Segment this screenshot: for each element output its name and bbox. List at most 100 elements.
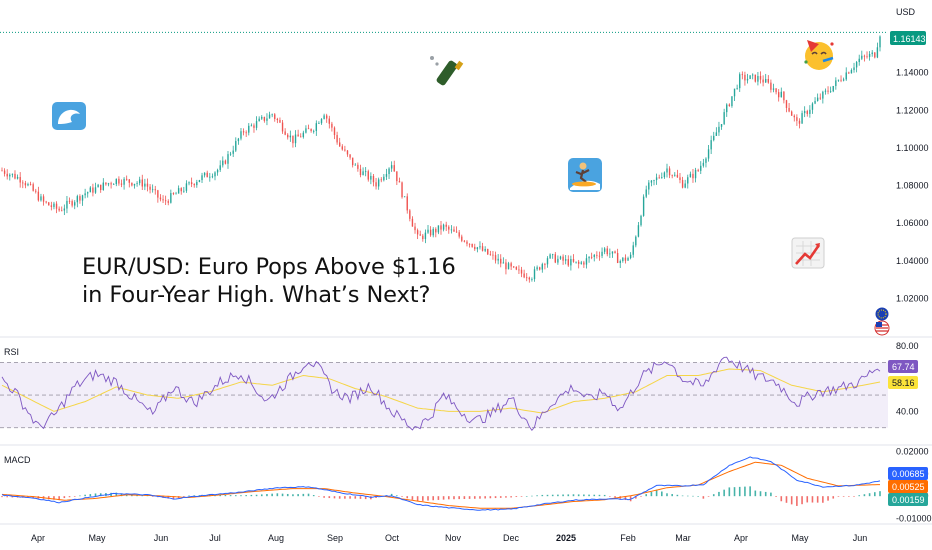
candle-up xyxy=(533,266,536,282)
candle-up xyxy=(222,156,224,168)
candle-body xyxy=(53,203,55,207)
party-face-icon xyxy=(804,40,834,70)
candle-down xyxy=(419,230,421,236)
candle-down xyxy=(1,167,3,172)
candle-body xyxy=(874,52,876,58)
candle-up xyxy=(715,127,718,136)
candle-up xyxy=(403,196,406,198)
macd-histogram-bar xyxy=(681,495,684,497)
candle-body xyxy=(219,165,221,170)
candle-up xyxy=(531,277,533,282)
candle-body xyxy=(635,236,637,246)
candle-down xyxy=(100,184,102,193)
candle-down xyxy=(29,181,32,186)
candle-down xyxy=(583,260,585,268)
macd-histogram-bar xyxy=(73,496,76,497)
candle-up xyxy=(450,225,453,234)
candle-body xyxy=(359,168,362,176)
candle-body xyxy=(694,169,697,179)
candle-body xyxy=(772,88,775,90)
candle-up xyxy=(557,255,559,265)
candle-down xyxy=(616,248,619,264)
candle-body xyxy=(61,210,63,212)
x-tick-label: 2025 xyxy=(556,533,576,543)
candle-body xyxy=(746,78,749,81)
candle-body xyxy=(780,91,782,98)
macd-histogram-bar xyxy=(848,496,850,497)
macd-histogram-bar xyxy=(640,496,642,497)
candle-body xyxy=(136,183,138,184)
candle-up xyxy=(739,72,741,92)
candle-down xyxy=(357,162,359,172)
candle-up xyxy=(502,257,505,264)
candle-body xyxy=(533,269,536,280)
candle-body xyxy=(661,177,663,178)
candle-down xyxy=(798,118,801,129)
candle-body xyxy=(666,168,668,173)
candle-up xyxy=(858,54,860,66)
candle-down xyxy=(754,74,757,83)
candle-body xyxy=(71,201,73,206)
candle-body xyxy=(190,182,193,185)
candle-body xyxy=(151,189,154,191)
candle-body xyxy=(749,75,751,79)
candle-body xyxy=(775,88,777,93)
candle-down xyxy=(744,71,746,86)
candle-up xyxy=(255,116,258,131)
candle-down xyxy=(458,229,460,239)
candle-body xyxy=(601,251,603,256)
candle-body xyxy=(674,174,676,176)
candle-up xyxy=(749,75,751,80)
x-tick-label: May xyxy=(88,533,106,543)
candle-body xyxy=(63,208,66,211)
candle-up xyxy=(689,171,692,178)
x-tick-label: Oct xyxy=(385,533,400,543)
candle-down xyxy=(489,250,492,256)
candle-down xyxy=(411,216,414,227)
macd-histogram-bar xyxy=(312,495,315,497)
candle-down xyxy=(767,75,770,84)
candle-down xyxy=(492,250,494,260)
macd-histogram-bar xyxy=(286,493,289,497)
candle-down xyxy=(406,193,408,214)
candle-up xyxy=(622,257,624,263)
candle-body xyxy=(266,118,268,121)
candle-up xyxy=(305,125,307,134)
candle-body xyxy=(351,157,354,166)
candle-body xyxy=(48,202,50,206)
candle-up xyxy=(94,182,97,194)
macd-histogram-bar xyxy=(827,496,829,501)
candle-down xyxy=(141,174,143,191)
candle-down xyxy=(164,195,167,205)
candle-down xyxy=(523,269,525,279)
macd-histogram-bar xyxy=(58,496,60,501)
candle-body xyxy=(718,126,720,133)
candle-up xyxy=(642,194,645,217)
candle-body xyxy=(198,180,201,182)
candle-body xyxy=(793,115,795,118)
macd-histogram-bar xyxy=(328,496,331,499)
candle-up xyxy=(588,256,590,263)
candle-body xyxy=(448,226,450,230)
macd-histogram-bar xyxy=(744,486,746,497)
candle-body xyxy=(271,114,273,116)
candle-body xyxy=(692,173,694,179)
candle-body xyxy=(222,160,224,166)
surfer-icon xyxy=(568,158,602,192)
candle-body xyxy=(201,175,203,181)
candle-body xyxy=(806,111,808,114)
candle-down xyxy=(577,259,580,269)
macd-histogram-bar xyxy=(1,496,3,498)
candle-up xyxy=(746,73,749,84)
candle-down xyxy=(105,182,107,186)
candle-down xyxy=(396,171,398,186)
candle-down xyxy=(520,266,523,278)
macd-histogram-bar xyxy=(484,496,486,499)
macd-histogram-bar xyxy=(609,496,611,497)
candle-body xyxy=(505,262,507,270)
candle-up xyxy=(829,86,832,93)
candle-body xyxy=(840,79,842,81)
macd-histogram-bar xyxy=(255,494,258,497)
candle-body xyxy=(375,182,377,187)
candle-body xyxy=(616,252,619,263)
